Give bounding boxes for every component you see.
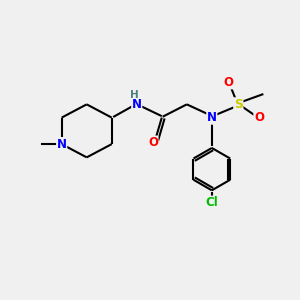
Text: O: O [223, 76, 233, 89]
Text: O: O [254, 111, 264, 124]
Text: H: H [130, 90, 139, 100]
Text: N: N [207, 111, 217, 124]
Text: Cl: Cl [206, 196, 218, 209]
Text: N: N [57, 138, 67, 151]
Text: N: N [132, 98, 142, 111]
Text: O: O [148, 136, 158, 149]
Text: S: S [234, 98, 243, 111]
